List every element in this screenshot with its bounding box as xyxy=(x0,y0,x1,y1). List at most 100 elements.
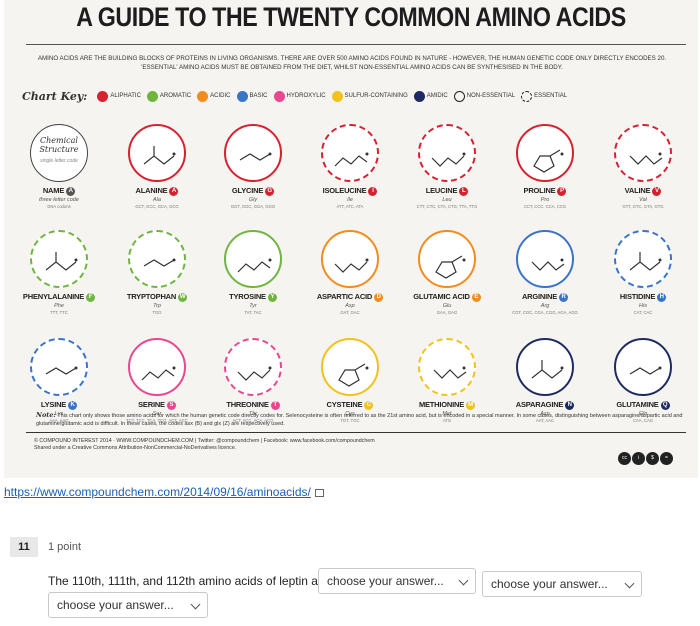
structure-circle xyxy=(224,338,282,396)
poster-title: A GUIDE TO THE TWENTY COMMON AMINO ACIDS xyxy=(76,2,626,32)
amino-acid-cell: SERINE S Ser TCT, TCC, TCA, TCG, AGT, AGC xyxy=(116,336,196,446)
answer-select-2[interactable]: choose your answer... xyxy=(482,571,642,597)
amino-acid-codons: GGT, GGC, GGA, GGG xyxy=(230,204,276,209)
key-swatch-icon xyxy=(413,90,425,102)
key-label: NON-ESSENTIAL xyxy=(466,93,516,99)
amino-acid-codons: GCT, GCC, GCA, GCG xyxy=(135,204,179,209)
source-link[interactable]: https://www.compoundchem.com/2014/09/16/… xyxy=(4,485,324,499)
structure-circle xyxy=(128,338,186,396)
amino-acid-name: SERINE S xyxy=(116,400,198,410)
answer-select-1-value: choose your answer... xyxy=(327,574,444,588)
chevron-down-icon xyxy=(190,599,201,610)
structure-circle xyxy=(516,338,574,396)
footer-licence: Shared under a Creative Commons Attribut… xyxy=(34,445,237,451)
amino-acid-codons: TAT, TAC xyxy=(244,310,262,315)
amino-acid-name: ISOLEUCINE I xyxy=(309,186,391,196)
amino-acid-cell: ARGININE R Arg CGT, CGC, CGA, CGG, AGA, AGG xyxy=(504,228,584,338)
amino-acid-abbr: Asn xyxy=(540,411,550,417)
answer-select-2-value: choose your answer... xyxy=(491,577,608,591)
key-label: SULFUR-CONTAINING xyxy=(344,93,408,99)
amino-acid-cell: METHIONINE M Met ATG xyxy=(406,336,486,446)
chemical-structure-icon xyxy=(237,366,272,381)
amino-acid-cell: TYROSINE Y Tyr TAT, TAC xyxy=(212,228,292,338)
structure-circle xyxy=(321,338,379,396)
note-text: This chart only shows those amino acids … xyxy=(36,413,683,427)
amino-acid-name: GLUTAMIC ACID E xyxy=(406,292,488,302)
chemical-structure-icon xyxy=(531,258,565,271)
amino-acid-codons: ACT, ACC, ACA, ACG xyxy=(232,418,274,423)
chevron-down-icon xyxy=(458,575,469,586)
legend-small: single letter code xyxy=(40,158,78,164)
amino-acid-abbr: Phe xyxy=(54,303,64,309)
key-swatch-icon xyxy=(453,90,465,102)
structure-circle xyxy=(614,230,672,288)
key-item: BASIC xyxy=(236,90,268,102)
chemical-structure-icon xyxy=(629,152,663,165)
key-item: AROMATIC xyxy=(146,90,191,102)
amino-acid-abbr: Gly xyxy=(248,197,258,203)
chemical-structure-icon xyxy=(629,252,662,271)
amino-acid-codons: TTT, TTC xyxy=(50,310,68,315)
key-item: SULFUR-CONTAINING xyxy=(331,90,408,102)
chemical-structure-icon xyxy=(334,152,369,167)
amino-acid-cell: PROLINE P Pro CCT, CCC, CCA, CCG xyxy=(504,122,584,232)
amino-acid-cell: GLUTAMIC ACID E Glu GAA, GAG xyxy=(406,228,486,338)
key-item: HYDROXYLIC xyxy=(273,90,326,102)
structure-circle xyxy=(418,124,476,182)
chevron-down-icon xyxy=(624,578,635,589)
amino-acid-cell: LYSINE K Lys AAA, AAG xyxy=(18,336,98,446)
amino-acid-name: ASPARTIC ACID D xyxy=(309,292,391,302)
chemical-structure-icon xyxy=(334,258,369,273)
amino-acid-codons: CAT, CAC xyxy=(633,310,653,315)
chemical-structure-icon xyxy=(431,152,466,167)
chart-key: Chart Key: ALIPHATIC AROMATIC ACIDIC BASIC H… xyxy=(22,89,694,103)
key-label: ALIPHATIC xyxy=(110,93,141,99)
amino-acid-cell: PHENYLALANINE F Phe TTT, TTC xyxy=(18,228,98,338)
note-label: Note: xyxy=(36,411,56,419)
amino-acid-codons: CCT, CCC, CCA, CCG xyxy=(523,204,567,209)
amino-acid-cell: TRYPTOPHAN W Trp TGG xyxy=(116,228,196,338)
key-swatch-icon xyxy=(146,90,158,102)
amino-acid-abbr: Asp xyxy=(345,303,355,309)
question-text: The 110th, 111th, and 112th amino acids … xyxy=(48,574,329,588)
amino-acid-name: HISTIDINE H xyxy=(602,292,684,302)
answer-select-3[interactable]: choose your answer... xyxy=(48,592,208,618)
amino-acid-name: VALINE V xyxy=(602,186,684,196)
key-swatch-icon xyxy=(521,90,533,102)
chemical-structure-icon xyxy=(45,252,78,271)
amino-acid-cell: LEUCINE L Leu CTT, CTC, CTA, CTG, TTA, TTG xyxy=(406,122,486,232)
poster-note: Note: This chart only shows those amino … xyxy=(36,411,686,428)
amino-acid-codons: TGT, TGC xyxy=(340,418,360,423)
amino-acid-abbr: Thr xyxy=(248,411,258,417)
chemical-structure-icon xyxy=(143,146,176,165)
key-label: ACIDIC xyxy=(210,93,231,99)
amino-acid-abbr: Val xyxy=(639,197,647,203)
key-label: BASIC xyxy=(249,93,268,99)
source-link-text: https://www.compoundchem.com/2014/09/16/… xyxy=(4,485,311,499)
legend-name: NAME A xyxy=(18,186,100,196)
amino-acid-codons: AAT, AAC xyxy=(535,418,555,423)
structure-circle xyxy=(128,230,186,288)
structure-circle xyxy=(321,124,379,182)
amino-acid-codons: GTT, GTC, GTA, GTG xyxy=(622,204,664,209)
chart-key-title: Chart Key: xyxy=(22,89,88,103)
amino-acid-codons: AAA, AAG xyxy=(49,418,69,423)
key-label: AMIDIC xyxy=(426,93,448,99)
key-swatch-icon xyxy=(97,90,109,102)
structure-circle xyxy=(516,230,574,288)
cc-licence-badges: cc i $ = xyxy=(618,452,673,465)
amino-acid-cell: ASPARTIC ACID D Asp GAT, GAC xyxy=(309,228,389,338)
chemical-structure-icon xyxy=(143,258,176,267)
amino-acid-name: ARGININE R xyxy=(504,292,586,302)
chemical-structure-icon xyxy=(435,255,466,279)
poster-subtitle: AMINO ACIDS ARE THE BUILDING BLOCKS OF P… xyxy=(37,55,667,71)
key-swatch-icon xyxy=(236,90,248,102)
legend-circle xyxy=(30,124,88,182)
amino-acid-codons: CTT, CTC, CTA, CTG, TTA, TTG xyxy=(416,204,478,209)
amino-acid-codons: CGT, CGC, CGA, CGG, AGA, AGG xyxy=(512,310,578,315)
chemical-structure-icon xyxy=(239,152,272,161)
chemical-structure-icon xyxy=(338,363,369,387)
amino-acid-abbr: His xyxy=(639,303,647,309)
key-item: ACIDIC xyxy=(197,90,231,102)
answer-select-1[interactable]: choose your answer... xyxy=(318,568,476,594)
